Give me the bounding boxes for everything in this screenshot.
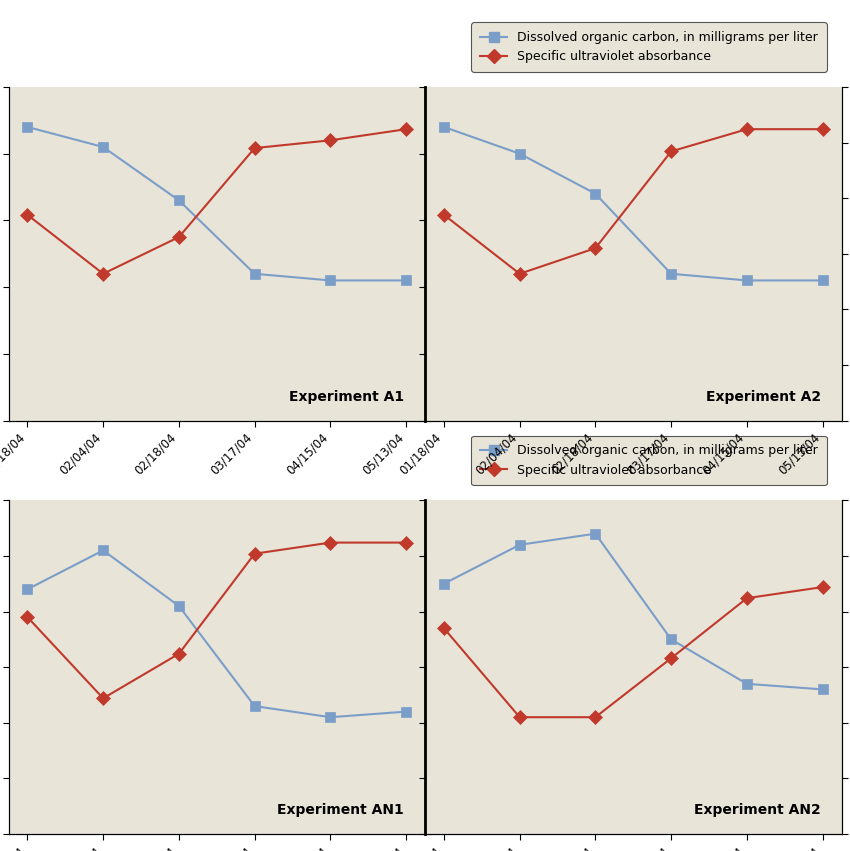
Text: Experiment AN2: Experiment AN2 <box>694 803 820 817</box>
Text: Experiment AN1: Experiment AN1 <box>277 803 404 817</box>
Legend: Dissolved organic carbon, in milligrams per liter, Specific ultraviolet absorban: Dissolved organic carbon, in milligrams … <box>471 436 827 485</box>
Text: Experiment A1: Experiment A1 <box>289 390 404 404</box>
Legend: Dissolved organic carbon, in milligrams per liter, Specific ultraviolet absorban: Dissolved organic carbon, in milligrams … <box>471 22 827 72</box>
Text: Experiment A2: Experiment A2 <box>706 390 820 404</box>
